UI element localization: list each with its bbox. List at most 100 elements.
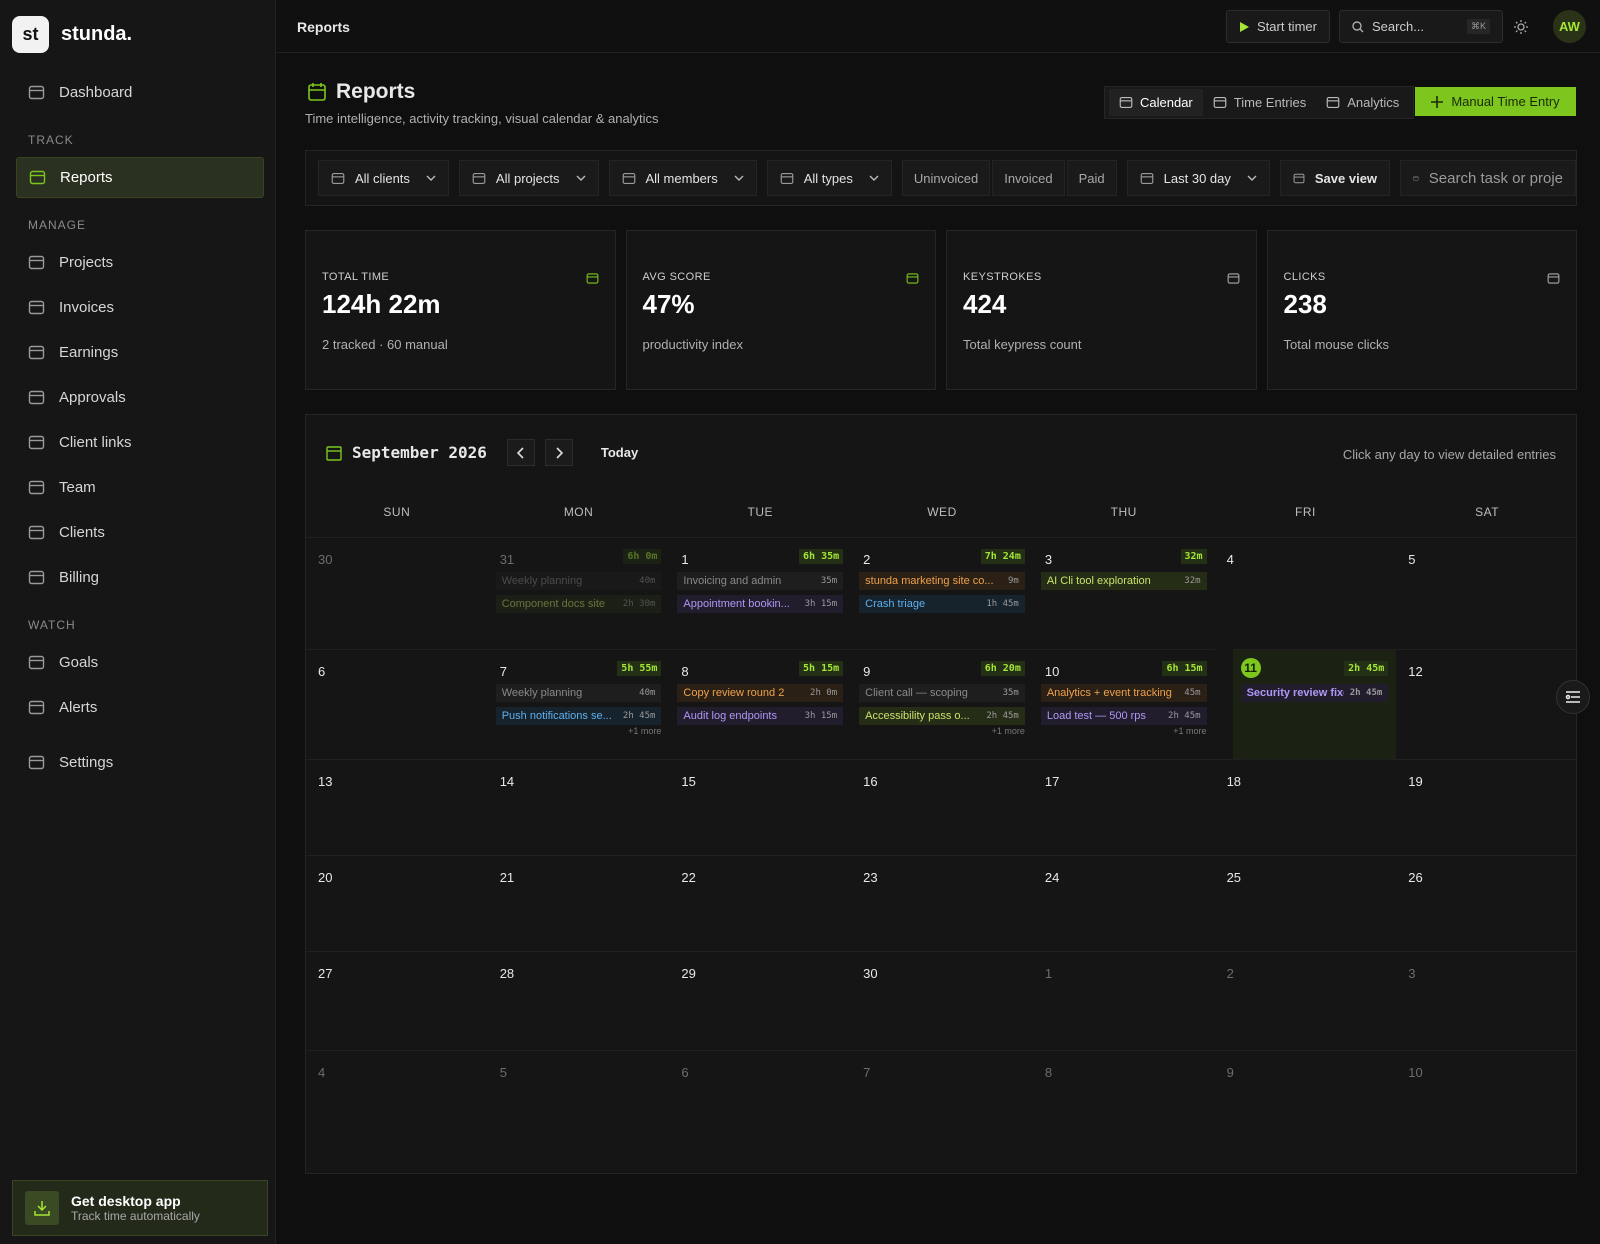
day-cell[interactable]: 15	[669, 759, 852, 855]
entry[interactable]: Appointment bookin... 3h 15m	[677, 595, 844, 613]
entry[interactable]: Audit log endpoints 3h 15m	[677, 707, 844, 725]
icon	[472, 172, 486, 184]
nav-item[interactable]: Invoices	[16, 287, 264, 328]
day-cell[interactable]: 13	[306, 759, 488, 855]
day-cell[interactable]: 6	[669, 1050, 852, 1168]
entry[interactable]: Weekly planning 40m	[495, 572, 662, 590]
nav-item[interactable]: Earnings	[16, 332, 264, 373]
filter-toggle[interactable]: Paid	[1066, 160, 1117, 196]
entry[interactable]: Accessibility pass o... 2h 45m	[859, 707, 1025, 725]
filter-dropdown[interactable]: All projects	[458, 160, 599, 196]
today-button[interactable]: Today	[600, 445, 639, 460]
tab[interactable]: Analytics	[1316, 89, 1409, 116]
day-cell[interactable]: 29	[669, 951, 852, 1050]
nav-item[interactable]: Approvals	[16, 377, 264, 418]
nav-item[interactable]: Team	[16, 467, 264, 508]
nav-item[interactable]: Alerts	[16, 687, 264, 728]
day-cell[interactable]: 19	[1396, 759, 1578, 855]
day-cell[interactable]: 10	[1396, 1050, 1578, 1168]
day-cell[interactable]: 27	[306, 951, 488, 1050]
date-range[interactable]: Last 30 day	[1126, 160, 1270, 196]
day-cell[interactable]: 3	[1396, 951, 1578, 1050]
day-cell[interactable]: 28	[487, 951, 670, 1050]
day-cell[interactable]: 8	[1032, 1050, 1215, 1168]
day-cell[interactable]: 26	[1396, 855, 1578, 951]
entry[interactable]: Analytics + event tracking 45m	[1040, 684, 1207, 702]
brand[interactable]: st stunda.	[12, 16, 132, 53]
nav-item[interactable]: Dashboard	[16, 72, 264, 113]
day-cell[interactable]: 4	[306, 1050, 488, 1168]
filter-dropdown[interactable]: All members	[608, 160, 757, 196]
entry[interactable]: Security review fixes 2h 45m	[1240, 684, 1389, 702]
entry[interactable]: Crash triage 1h 45m	[859, 595, 1025, 613]
day-cell[interactable]: 30	[851, 951, 1033, 1050]
nav-item[interactable]: Settings	[16, 742, 264, 783]
nav-item[interactable]: Client links	[16, 422, 264, 463]
day-cell[interactable]: 7	[851, 1050, 1033, 1168]
day-cell[interactable]: 1	[1032, 951, 1215, 1050]
filter-dropdown[interactable]: All types	[766, 160, 892, 196]
entry[interactable]: Push notifications se... 2h 45m	[495, 707, 662, 725]
prev-month[interactable]	[506, 439, 535, 466]
more-link[interactable]: +1 more	[991, 726, 1025, 736]
day-cell[interactable]: 5	[487, 1050, 670, 1168]
filter-dropdown[interactable]: All clients	[318, 160, 449, 196]
filter-toggle[interactable]: Uninvoiced	[901, 160, 991, 196]
day-cell[interactable]: 2	[1214, 951, 1397, 1050]
day-cell[interactable]: 23	[851, 855, 1033, 951]
nav-item[interactable]: Clients	[16, 512, 264, 553]
nav-item[interactable]: Projects	[16, 242, 264, 283]
day-cell[interactable]: 22	[669, 855, 852, 951]
more-link[interactable]: +1 more	[628, 726, 662, 736]
entry[interactable]: stunda marketing site co... 9m	[859, 572, 1025, 590]
search[interactable]: Search... ⌘K	[1339, 10, 1503, 43]
entry[interactable]: Weekly planning 40m	[495, 684, 662, 702]
manual-entry-button[interactable]: Manual Time Entry	[1415, 87, 1576, 116]
entry[interactable]: Component docs site 2h 30m	[495, 595, 662, 613]
theme-toggle[interactable]	[1513, 19, 1529, 35]
promo[interactable]: Get desktop app Track time automatically	[12, 1180, 268, 1236]
filter-toggle[interactable]: Invoiced	[992, 160, 1065, 196]
nav-item[interactable]: Goals	[16, 642, 264, 683]
day-cell[interactable]: 3 32m AI Cli tool exploration 32m	[1032, 537, 1215, 649]
entry[interactable]: AI Cli tool exploration 32m	[1040, 572, 1207, 590]
day-cell[interactable]: 2 7h 24m stunda marketing site co... 9m Cras…	[851, 537, 1033, 649]
day-cell[interactable]: 6	[306, 649, 488, 759]
nav-item[interactable]: Reports	[16, 157, 264, 198]
day-cell[interactable]: 9	[1214, 1050, 1397, 1168]
save-view[interactable]: Save view	[1279, 160, 1391, 196]
more-link[interactable]: +1 more	[1173, 726, 1207, 736]
day-cell[interactable]: 17	[1032, 759, 1215, 855]
day-cell[interactable]: 4	[1214, 537, 1397, 649]
nav-item[interactable]: Billing	[16, 557, 264, 598]
task-search[interactable]: Search task or proje	[1400, 160, 1576, 196]
day-cell[interactable]: 5	[1396, 537, 1578, 649]
day-cell[interactable]: 30	[306, 537, 488, 649]
day-cell[interactable]: 10 6h 15m Analytics + event tracking 45m Loa…	[1032, 649, 1215, 759]
day-cell[interactable]: 7 5h 55m Weekly planning 40m Push notificati…	[487, 649, 670, 759]
entry-name: Client call — scoping	[865, 687, 968, 699]
day-cell[interactable]: 31 6h 0m Weekly planning 40m Component docs …	[487, 537, 670, 649]
day-cell[interactable]: 9 6h 20m Client call — scoping 35m Accessibi…	[851, 649, 1033, 759]
tab[interactable]: Calendar	[1109, 89, 1203, 116]
entry[interactable]: Copy review round 2 2h 0m	[677, 684, 844, 702]
day-cell[interactable]: 24	[1032, 855, 1215, 951]
day-cell[interactable]: 20	[306, 855, 488, 951]
floating-button[interactable]	[1556, 680, 1590, 714]
tab[interactable]: Time Entries	[1203, 89, 1316, 116]
entry[interactable]: Invoicing and admin 35m	[677, 572, 844, 590]
day-cell[interactable]: 16	[851, 759, 1033, 855]
next-month[interactable]	[544, 439, 573, 466]
day-cell[interactable]: 1 6h 35m Invoicing and admin 35m Appointment…	[669, 537, 852, 649]
day-cell[interactable]: 12	[1396, 649, 1578, 759]
day-cell[interactable]: 14	[487, 759, 670, 855]
entry[interactable]: Load test — 500 rps 2h 45m	[1040, 707, 1207, 725]
day-cell[interactable]: 21	[487, 855, 670, 951]
start-timer[interactable]: Start timer	[1226, 10, 1330, 43]
day-cell[interactable]: 8 5h 15m Copy review round 2 2h 0m Audit log…	[669, 649, 852, 759]
day-cell[interactable]: 25	[1214, 855, 1397, 951]
entry[interactable]: Client call — scoping 35m	[859, 684, 1025, 702]
avatar[interactable]: AW	[1553, 10, 1586, 43]
day-cell[interactable]: 18	[1214, 759, 1397, 855]
